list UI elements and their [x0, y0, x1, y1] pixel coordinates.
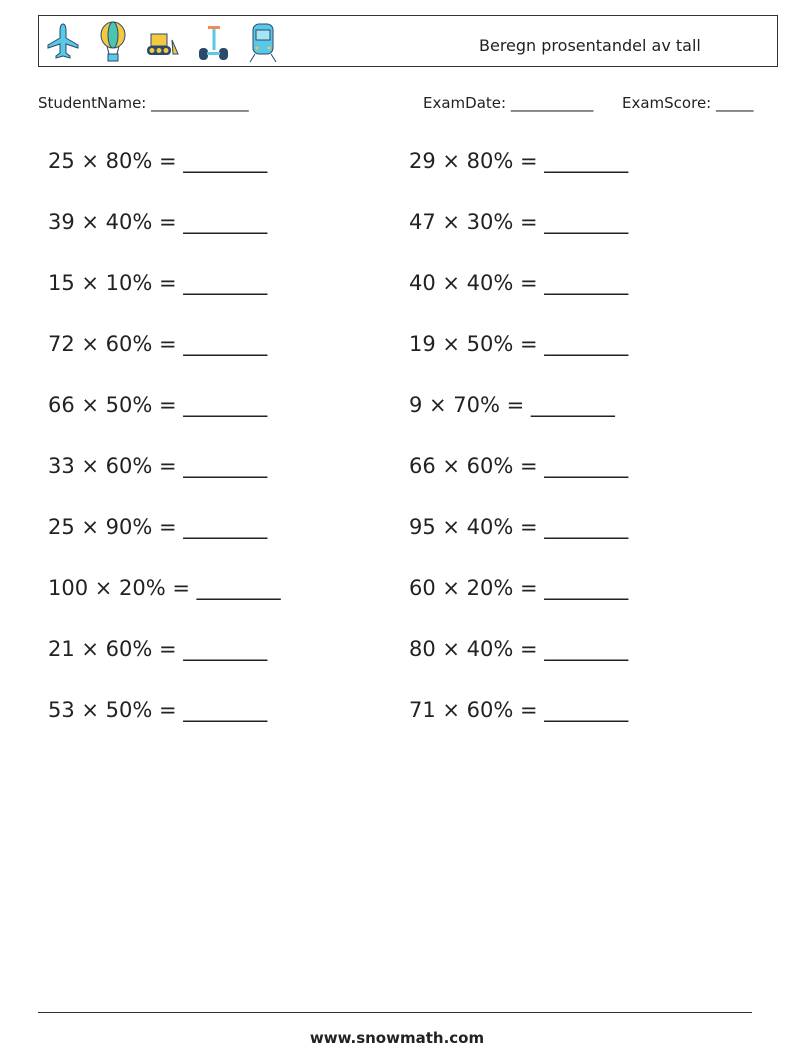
problem-left-8: 100 × 20% = ________	[48, 576, 281, 600]
problem-left-3: 15 × 10% = ________	[48, 271, 268, 295]
footer-divider	[38, 1012, 752, 1013]
footer-url: www.snowmath.com	[309, 1029, 485, 1047]
exam-score-field: ExamScore: _____	[622, 94, 754, 112]
problem-left-9: 21 × 60% = ________	[48, 637, 268, 661]
bulldozer-icon	[147, 33, 179, 55]
worksheet-header: Beregn prosentandel av tall	[38, 15, 778, 67]
problem-right-10: 71 × 60% = ________	[409, 698, 629, 722]
exam-date-field: ExamDate: ___________	[423, 94, 594, 112]
problem-left-10: 53 × 50% = ________	[48, 698, 268, 722]
problem-left-6: 33 × 60% = ________	[48, 454, 268, 478]
problem-right-9: 80 × 40% = ________	[409, 637, 629, 661]
problem-right-1: 29 × 80% = ________	[409, 149, 629, 173]
problem-right-7: 95 × 40% = ________	[409, 515, 629, 539]
student-name-field: StudentName: _____________	[38, 94, 249, 112]
problem-right-3: 40 × 40% = ________	[409, 271, 629, 295]
segway-icon	[199, 26, 228, 60]
problem-right-8: 60 × 20% = ________	[409, 576, 629, 600]
problem-left-7: 25 × 90% = ________	[48, 515, 268, 539]
problem-right-2: 47 × 30% = ________	[409, 210, 629, 234]
airplane-icon	[47, 23, 79, 59]
hot-air-balloon-icon	[100, 21, 126, 62]
problem-right-4: 19 × 50% = ________	[409, 332, 629, 356]
problem-left-5: 66 × 50% = ________	[48, 393, 268, 417]
problem-left-4: 72 × 60% = ________	[48, 332, 268, 356]
problem-left-1: 25 × 80% = ________	[48, 149, 268, 173]
train-icon	[249, 23, 277, 63]
problem-right-5: 9 × 70% = ________	[409, 393, 615, 417]
problem-left-2: 39 × 40% = ________	[48, 210, 268, 234]
problem-right-6: 66 × 60% = ________	[409, 454, 629, 478]
worksheet-title: Beregn prosentandel av tall	[479, 36, 701, 55]
header-icons	[45, 20, 281, 64]
